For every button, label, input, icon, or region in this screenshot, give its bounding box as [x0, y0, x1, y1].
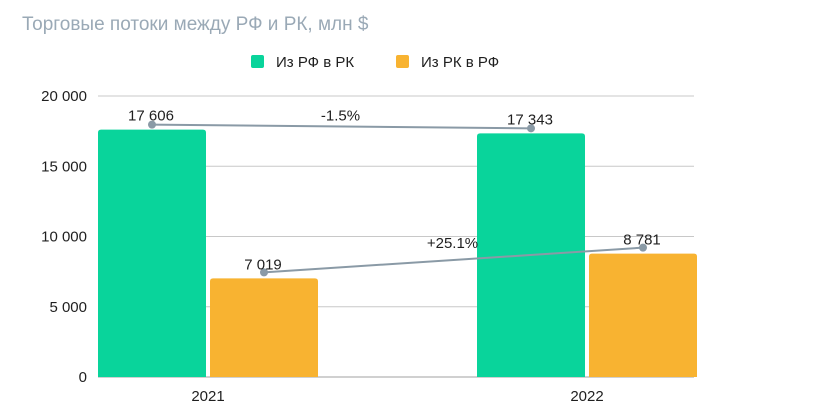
bar — [98, 129, 206, 377]
data-labels: -1.5% +25.1% 17 606 17 343 7 019 8 781 — [128, 107, 661, 273]
bars — [98, 129, 697, 377]
trend-marker — [260, 268, 268, 277]
legend-swatch-rf-to-rk — [251, 55, 264, 68]
y-tick-label: 5 000 — [49, 299, 87, 316]
trend-lines — [148, 120, 647, 277]
y-tick-label: 20 000 — [41, 88, 87, 105]
trend-line — [263, 246, 644, 274]
x-axis: 2021 2022 — [191, 388, 603, 405]
data-label: 8 781 — [623, 232, 661, 249]
trend-marker — [148, 120, 156, 129]
data-label: 17 343 — [507, 111, 553, 128]
legend: Из РФ в РК Из РК в РФ — [251, 54, 499, 71]
change-annotation: +25.1% — [427, 235, 478, 252]
legend-swatch-rk-to-rf — [396, 55, 409, 68]
legend-label-rk-to-rf: Из РК в РФ — [421, 54, 499, 71]
data-label: 17 606 — [128, 108, 174, 125]
y-axis: 0 5 000 10 000 15 000 20 000 — [41, 88, 87, 386]
legend-label-rf-to-rk: Из РФ в РК — [276, 54, 354, 71]
trend-marker — [527, 124, 535, 133]
chart-title: Торговые потоки между РФ и РК, млн $ — [22, 14, 369, 35]
y-tick-label: 15 000 — [41, 158, 87, 175]
y-tick-label: 0 — [79, 369, 87, 386]
x-tick-label: 2022 — [570, 388, 603, 405]
change-annotation: -1.5% — [321, 107, 360, 124]
trend-line — [151, 123, 532, 130]
bar — [589, 253, 697, 377]
bar — [210, 278, 318, 377]
data-label: 7 019 — [244, 256, 282, 273]
x-tick-label: 2021 — [191, 388, 224, 405]
y-tick-label: 10 000 — [41, 229, 87, 246]
trend-marker — [639, 243, 647, 252]
